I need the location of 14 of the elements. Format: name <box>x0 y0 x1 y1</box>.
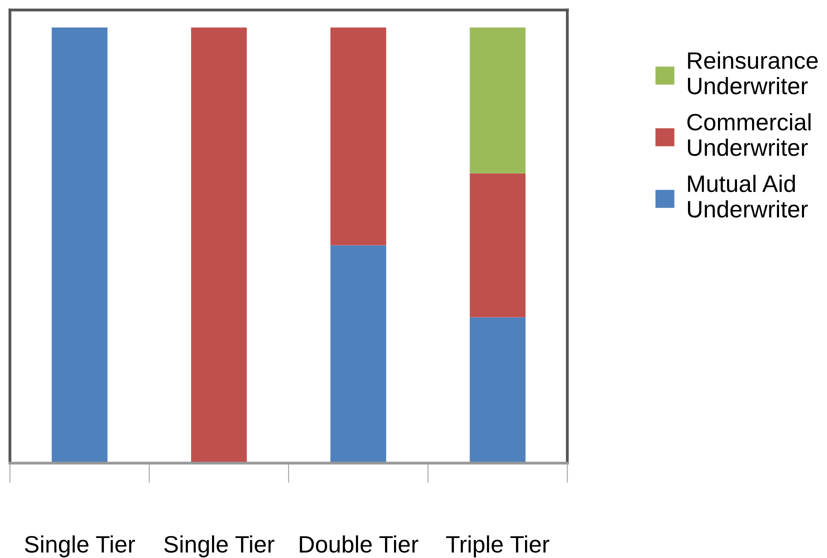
bar <box>470 317 526 464</box>
legend-label: Reinsurance Underwriter <box>688 52 818 94</box>
bar <box>470 173 526 318</box>
x-tick-label: Double Tier <box>300 535 418 553</box>
x-tick-label: Single Tier <box>24 535 135 558</box>
bar <box>330 245 386 464</box>
legend-label: Mutual Aid Underwriter <box>688 174 808 218</box>
bar <box>191 27 247 464</box>
legend-label: Commercial Underwriter <box>687 113 811 156</box>
bar <box>52 27 108 464</box>
bar <box>470 27 526 174</box>
x-tick-label: Triple Tier <box>446 535 550 558</box>
x-tick-label: Single Tier <box>164 535 274 558</box>
bar <box>330 27 386 246</box>
